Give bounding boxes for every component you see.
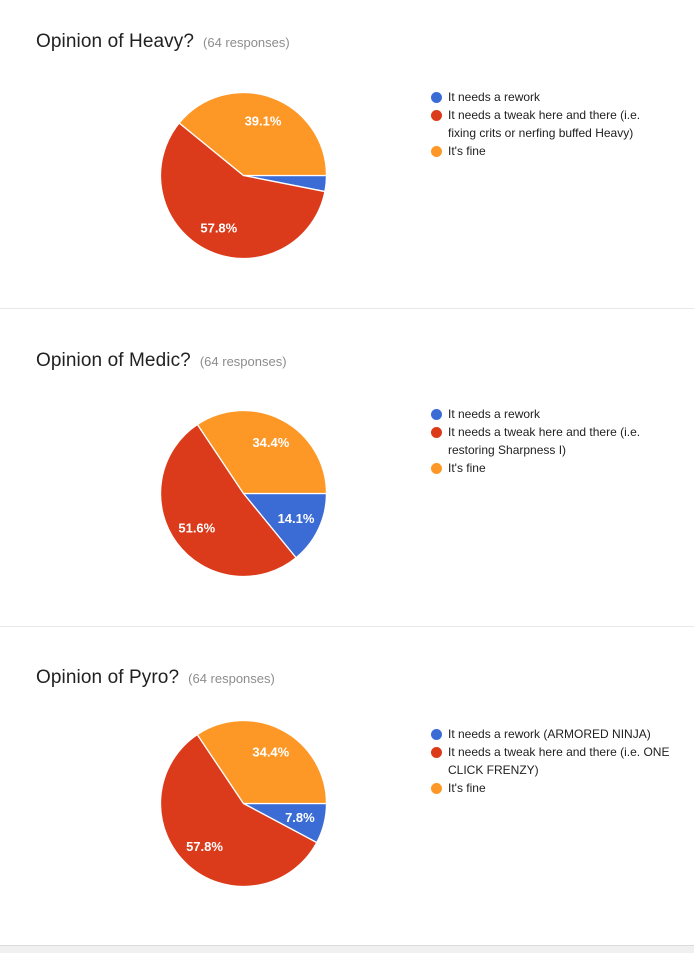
legend-dot-icon	[431, 462, 442, 474]
legend-item-tweak: It needs a tweak here and there (i.e. re…	[431, 423, 671, 459]
legend-label: It needs a rework (ARMORED NINJA)	[448, 727, 651, 741]
question-title: Opinion of Pyro?	[36, 667, 180, 688]
question-card-pyro: Opinion of Pyro? (64 responses) 7.8% 57.8…	[0, 626, 694, 946]
legend-dot-icon	[431, 746, 442, 758]
legend-item-tweak: It needs a tweak here and there (i.e. ON…	[431, 743, 671, 779]
responses-count: (64 responses)	[199, 354, 287, 369]
question-title: Opinion of Medic?	[36, 350, 191, 371]
pie-slice-fine[interactable]	[196, 409, 328, 495]
legend-dot-icon	[431, 728, 442, 740]
legend-label: It needs a rework	[448, 90, 541, 104]
legend: It needs a rework (ARMORED NINJA) It need…	[431, 725, 671, 797]
pie-slice-tweak[interactable]	[159, 122, 326, 260]
slice-percent-label: 57.8%	[200, 221, 237, 236]
legend-item-fine: It's fine	[431, 779, 671, 797]
legend-dot-icon	[431, 109, 442, 121]
slice-percent-label: 14.1%	[278, 511, 315, 526]
question-card-medic: Opinion of Medic? (64 responses) 14.1% 51…	[0, 308, 694, 627]
pie-slice-fine[interactable]	[196, 719, 328, 805]
slice-percent-label: 51.6%	[178, 521, 215, 536]
question-header: Opinion of Heavy? (64 responses)	[36, 31, 290, 53]
legend-item-rework: It needs a rework	[431, 405, 671, 423]
slice-percent-label: 34.4%	[252, 745, 289, 760]
pie-slice-tweak[interactable]	[159, 733, 318, 888]
legend-label: It needs a tweak here and there (i.e. fi…	[448, 108, 641, 140]
legend-item-rework: It needs a rework (ARMORED NINJA)	[431, 725, 671, 743]
legend-item-fine: It's fine	[431, 459, 671, 477]
responses-count: (64 responses)	[203, 35, 290, 50]
legend-label: It's fine	[448, 144, 486, 158]
pie-chart-medic: 14.1% 51.6% 34.4%	[159, 409, 328, 578]
slice-percent-label: 39.1%	[245, 113, 282, 128]
pie-chart-heavy: 57.8% 39.1%	[159, 91, 328, 260]
responses-count: (64 responses)	[188, 671, 275, 686]
legend-dot-icon	[431, 426, 442, 438]
legend-label: It needs a tweak here and there (i.e. ON…	[448, 745, 670, 777]
legend-item-fine: It's fine	[431, 142, 671, 160]
slice-percent-label: 7.8%	[285, 810, 315, 825]
legend-label: It's fine	[448, 781, 486, 795]
pie-chart-pyro: 7.8% 57.8% 34.4%	[159, 719, 328, 888]
page-bottom-bar	[0, 945, 694, 953]
pie-slice-fine[interactable]	[178, 91, 328, 177]
question-header: Opinion of Pyro? (64 responses)	[36, 667, 275, 689]
pie-slice-tweak[interactable]	[159, 423, 297, 578]
legend-dot-icon	[431, 145, 442, 157]
legend-label: It needs a rework	[448, 407, 541, 421]
legend-item-rework: It needs a rework	[431, 88, 671, 106]
pie-slice-rework[interactable]	[242, 492, 328, 559]
legend-item-tweak: It needs a tweak here and there (i.e. fi…	[431, 106, 671, 142]
slice-percent-label: 57.8%	[186, 839, 223, 854]
question-header: Opinion of Medic? (64 responses)	[36, 350, 287, 372]
legend: It needs a rework It needs a tweak here a…	[431, 405, 671, 477]
legend: It needs a rework It needs a tweak here a…	[431, 88, 671, 160]
question-title: Opinion of Heavy?	[36, 31, 195, 52]
question-card-heavy: Opinion of Heavy? (64 responses) 57.8% 39…	[0, 0, 694, 308]
legend-dot-icon	[431, 408, 442, 420]
legend-label: It's fine	[448, 461, 486, 475]
legend-dot-icon	[431, 782, 442, 794]
legend-label: It needs a tweak here and there (i.e. re…	[448, 425, 641, 457]
legend-dot-icon	[431, 91, 442, 103]
slice-percent-label: 34.4%	[252, 435, 289, 450]
